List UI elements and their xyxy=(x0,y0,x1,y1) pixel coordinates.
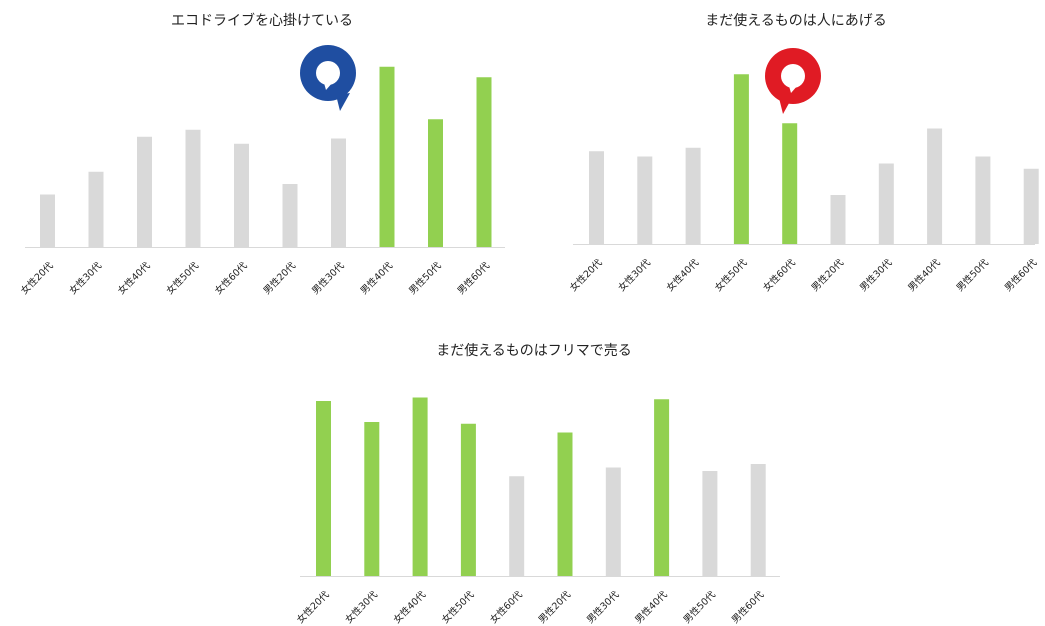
bar-5 xyxy=(234,143,249,247)
chart-flea-market: まだ使えるものはフリマで売る 女性20代 女性30代 女性40代 女性50代 女性60代… xyxy=(294,342,780,626)
x-tick-label: 男性40代 xyxy=(906,256,944,294)
x-tick-label: 女性60代 xyxy=(488,588,526,626)
male-speech-badge-icon xyxy=(300,45,356,111)
x-tick-label: 女性40代 xyxy=(115,259,153,297)
bar-3 xyxy=(137,136,152,247)
x-tick-label: 男性40代 xyxy=(358,259,396,297)
chart-title: まだ使えるものは人にあげる xyxy=(705,12,887,29)
bar-3 xyxy=(412,397,428,576)
x-tick-label: 女性50代 xyxy=(164,259,202,297)
bar-3 xyxy=(685,147,701,244)
x-tick-label: 女性20代 xyxy=(567,256,605,294)
x-tick-label: 女性40代 xyxy=(664,256,702,294)
bar-1 xyxy=(589,151,604,244)
chart-title: エコドライブを心掛けている xyxy=(171,12,353,29)
x-tick-label: 女性50代 xyxy=(439,588,477,626)
chart-eco-drive: エコドライブを心掛けている 女性20代 女性30代 女性40代 女性50代 女性60代男… xyxy=(18,12,505,297)
bar-10 xyxy=(1023,168,1039,244)
x-tick-label: 男性30代 xyxy=(309,259,347,297)
bar-8 xyxy=(654,399,670,576)
x-tick-label: 女性30代 xyxy=(67,259,105,297)
x-tick-label: 男性20代 xyxy=(809,256,847,294)
bar-9 xyxy=(702,471,718,576)
x-tick-label: 男性40代 xyxy=(633,588,671,626)
x-tick-label: 女性50代 xyxy=(712,256,750,294)
bar-4 xyxy=(460,423,476,576)
bar-7 xyxy=(878,163,894,244)
bar-9 xyxy=(975,156,991,244)
x-tick-label: 男性30代 xyxy=(857,256,895,294)
bar-7 xyxy=(605,467,621,576)
bar-5 xyxy=(782,123,798,244)
chart-give-away: まだ使えるものは人にあげる 女性20代 女性30代 女性40代 女性50代 女性60代男… xyxy=(567,12,1039,294)
bar-6 xyxy=(830,195,846,244)
x-tick-label: 男性30代 xyxy=(584,588,622,626)
bar-7 xyxy=(331,138,346,247)
bar-10 xyxy=(476,77,492,247)
x-tick-label: 女性30代 xyxy=(343,588,381,626)
x-tick-label: 女性20代 xyxy=(18,259,56,297)
x-tick-label: 男性50代 xyxy=(681,588,719,626)
x-tick-label: 男性20代 xyxy=(261,259,299,297)
bar-10 xyxy=(750,464,766,576)
bar-9 xyxy=(428,119,443,247)
bar-2 xyxy=(637,156,653,244)
x-tick-label: 女性60代 xyxy=(212,259,250,297)
x-tick-label: 男性20代 xyxy=(536,588,574,626)
female-speech-badge-icon xyxy=(765,48,821,114)
bar-2 xyxy=(364,422,380,576)
bar-5 xyxy=(509,476,525,576)
bar-1 xyxy=(316,401,331,576)
bar-6 xyxy=(282,184,298,247)
x-tick-label: 女性30代 xyxy=(616,256,654,294)
chart-title: まだ使えるものはフリマで売る xyxy=(436,342,632,359)
bar-4 xyxy=(185,129,201,247)
x-tick-label: 男性60代 xyxy=(455,259,493,297)
bar-2 xyxy=(88,171,104,247)
x-tick-label: 女性40代 xyxy=(391,588,429,626)
bar-8 xyxy=(927,128,943,244)
x-tick-label: 男性60代 xyxy=(729,588,767,626)
x-tick-label: 男性60代 xyxy=(1002,256,1040,294)
x-tick-label: 男性50代 xyxy=(406,259,444,297)
x-tick-label: 女性60代 xyxy=(761,256,799,294)
bar-8 xyxy=(379,66,395,247)
bar-1 xyxy=(40,194,55,247)
bar-6 xyxy=(557,432,573,576)
x-tick-label: 男性50代 xyxy=(954,256,992,294)
x-tick-label: 女性20代 xyxy=(294,588,332,626)
bar-4 xyxy=(733,74,749,244)
